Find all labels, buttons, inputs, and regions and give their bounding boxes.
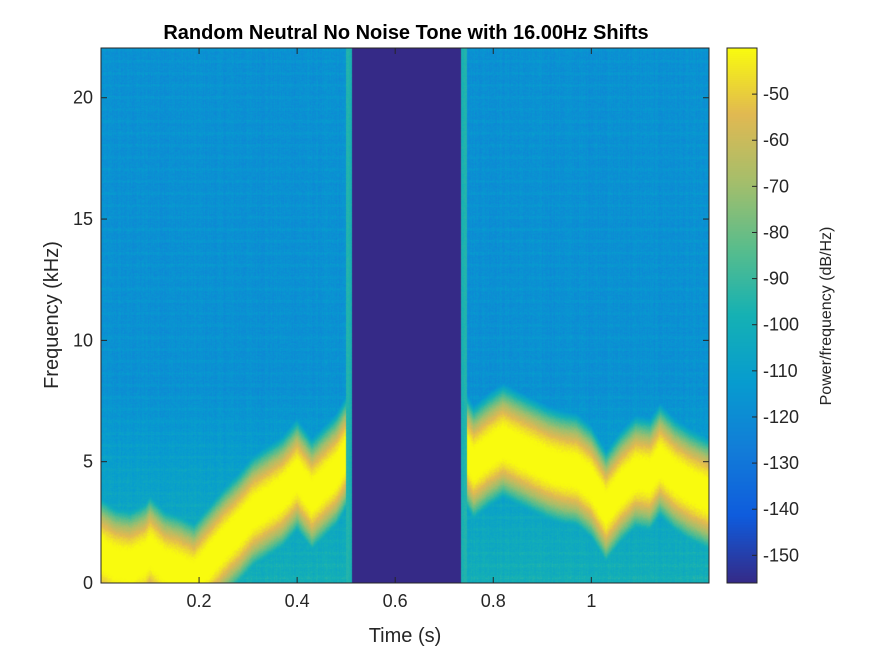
colorbar-tick-label: -60 [763,130,789,150]
x-tick-label: 1 [586,591,596,611]
colorbar-tick-label: -140 [763,499,799,519]
colorbar-tick-label: -130 [763,453,799,473]
plot-area: 0.2 0.4 0.6 0.8 1 0 5 10 15 20 [73,47,710,611]
x-axis-title: Time (s) [369,625,442,647]
colorbar-tick-label: -110 [763,361,798,381]
colorbar-tick-label: -150 [763,545,799,565]
colorbar-gradient [727,48,757,583]
y-tick-label: 0 [83,573,93,593]
colorbar-tick-label: -100 [763,315,799,335]
colorbar: -50 -60 -70 -80 -90 -100 -110 -120 -130 -140 -150 [726,47,799,584]
y-tick-label: 15 [73,209,93,229]
x-tick-label: 0.4 [285,591,310,611]
colorbar-tick-label: -70 [763,176,789,196]
colorbar-tick-label: -120 [763,407,799,427]
chart-title: Random Neutral No Noise Tone with 16.00H… [163,22,648,44]
plot-frame [100,47,710,584]
colorbar-title: Power/frequency (dB/Hz) [818,227,835,406]
x-axis-ticks: 0.2 0.4 0.6 0.8 1 [187,48,596,611]
colorbar-tick-label: -80 [763,222,789,242]
spectrogram-heatmap [101,48,709,583]
x-tick-label: 0.2 [187,591,212,611]
x-tick-label: 0.8 [481,591,506,611]
x-tick-label: 0.6 [383,591,408,611]
colorbar-tick-label: -50 [763,84,789,104]
colorbar-tick-label: -90 [763,269,789,289]
colorbar-frame [726,47,758,584]
colorbar-ticks: -50 -60 -70 -80 -90 -100 -110 -120 -130 -140 -150 [752,84,799,565]
y-tick-label: 10 [73,330,93,350]
y-axis-title: Frequency (kHz) [41,241,63,389]
y-tick-label: 20 [73,88,93,108]
y-axis-ticks: 0 5 10 15 20 [73,88,709,593]
y-tick-label: 5 [83,452,93,472]
